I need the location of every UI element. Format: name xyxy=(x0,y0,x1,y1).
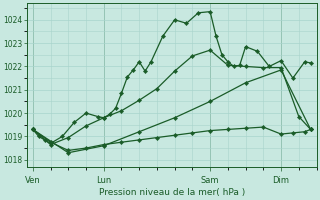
X-axis label: Pression niveau de la mer( hPa ): Pression niveau de la mer( hPa ) xyxy=(99,188,245,197)
